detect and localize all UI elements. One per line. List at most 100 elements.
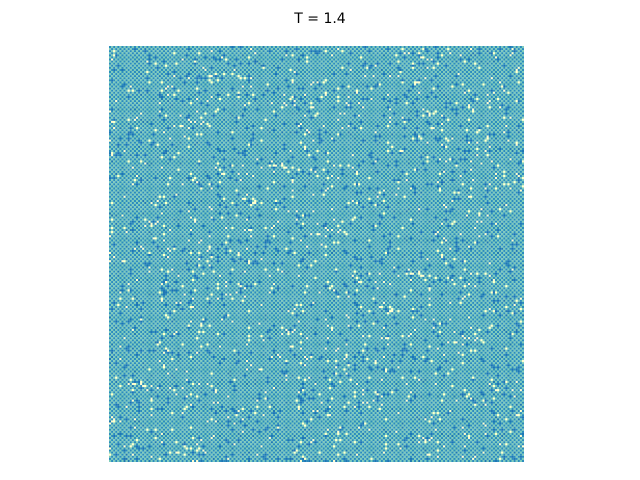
heatmap-cell bbox=[487, 73, 489, 75]
heatmap-cell bbox=[312, 63, 314, 65]
heatmap-cell bbox=[420, 81, 422, 83]
heatmap-cell bbox=[331, 79, 333, 81]
heatmap-cell bbox=[117, 77, 119, 79]
heatmap-cell bbox=[368, 86, 370, 88]
heatmap-cell bbox=[252, 79, 254, 81]
heatmap-cell bbox=[460, 65, 462, 67]
heatmap-cell bbox=[254, 69, 256, 71]
heatmap-cell bbox=[406, 54, 408, 56]
heatmap-cell bbox=[466, 65, 468, 67]
heatmap-cell bbox=[287, 61, 289, 63]
heatmap-cell bbox=[219, 90, 221, 92]
heatmap-cell bbox=[431, 86, 433, 88]
heatmap-cell bbox=[213, 69, 215, 71]
heatmap-cell bbox=[497, 48, 499, 50]
heatmap-cell bbox=[516, 81, 518, 83]
heatmap-cell bbox=[153, 90, 155, 92]
heatmap-cell bbox=[478, 56, 480, 58]
heatmap-cell bbox=[267, 69, 269, 71]
heatmap-cell bbox=[385, 86, 387, 88]
heatmap-cell bbox=[352, 75, 354, 77]
heatmap-cell bbox=[196, 63, 198, 65]
heatmap-cell bbox=[516, 50, 518, 52]
heatmap-cell bbox=[165, 90, 167, 92]
heatmap-cell bbox=[485, 73, 487, 75]
heatmap-cell bbox=[433, 58, 435, 60]
heatmap-cell bbox=[370, 71, 372, 73]
heatmap-cell bbox=[433, 69, 435, 71]
heatmap-cell bbox=[426, 46, 428, 48]
heatmap-cell bbox=[153, 86, 155, 88]
heatmap-cell bbox=[109, 77, 111, 79]
heatmap-cell bbox=[283, 73, 285, 75]
heatmap-cell bbox=[215, 81, 217, 83]
heatmap-cell bbox=[275, 90, 277, 92]
heatmap-cell bbox=[148, 92, 150, 94]
heatmap-cell bbox=[520, 58, 522, 60]
heatmap-cell bbox=[341, 86, 343, 88]
heatmap-cell bbox=[182, 61, 184, 63]
heatmap-cell bbox=[267, 63, 269, 65]
heatmap-cell bbox=[298, 81, 300, 83]
heatmap-cell bbox=[109, 63, 111, 65]
heatmap-cell bbox=[184, 61, 186, 63]
heatmap-cell bbox=[271, 79, 273, 81]
heatmap-cell bbox=[165, 69, 167, 71]
heatmap-cell bbox=[512, 61, 514, 63]
heatmap-cell bbox=[499, 81, 501, 83]
heatmap-cell bbox=[327, 71, 329, 73]
heatmap-cell bbox=[325, 46, 327, 48]
heatmap-cell bbox=[443, 81, 445, 83]
heatmap-cell bbox=[134, 86, 136, 88]
heatmap-cell bbox=[441, 52, 443, 54]
heatmap-cell bbox=[514, 79, 516, 81]
heatmap-cell bbox=[213, 77, 215, 79]
heatmap-cell bbox=[420, 48, 422, 50]
heatmap-cell bbox=[433, 88, 435, 90]
heatmap-cell bbox=[391, 48, 393, 50]
heatmap-cell bbox=[408, 48, 410, 50]
heatmap-cell bbox=[516, 65, 518, 67]
heatmap-cell bbox=[229, 92, 231, 94]
heatmap-cell bbox=[410, 46, 412, 48]
heatmap-cell bbox=[126, 88, 128, 90]
heatmap-cell bbox=[229, 69, 231, 71]
heatmap-cell bbox=[518, 61, 520, 63]
heatmap-cell bbox=[443, 69, 445, 71]
heatmap-cell bbox=[476, 67, 478, 69]
heatmap-cell bbox=[437, 79, 439, 81]
heatmap-cell bbox=[441, 48, 443, 50]
heatmap-cell bbox=[501, 52, 503, 54]
heatmap-cell bbox=[331, 63, 333, 65]
heatmap-cell bbox=[256, 90, 258, 92]
heatmap-cell bbox=[207, 86, 209, 88]
heatmap-cell bbox=[242, 90, 244, 92]
heatmap-cell bbox=[410, 88, 412, 90]
heatmap-cell bbox=[238, 52, 240, 54]
heatmap-cell bbox=[464, 48, 466, 50]
heatmap-cell bbox=[348, 83, 350, 85]
heatmap-cell bbox=[487, 46, 489, 48]
heatmap-cell bbox=[389, 81, 391, 83]
heatmap-cell bbox=[418, 67, 420, 69]
heatmap-cell bbox=[265, 77, 267, 79]
heatmap-cell bbox=[456, 58, 458, 60]
heatmap-cell bbox=[184, 65, 186, 67]
heatmap-cell bbox=[483, 54, 485, 56]
heatmap-cell bbox=[271, 69, 273, 71]
heatmap-cell bbox=[267, 92, 269, 94]
heatmap-cell bbox=[236, 83, 238, 85]
heatmap-cell bbox=[194, 61, 196, 63]
heatmap-cell bbox=[321, 65, 323, 67]
heatmap-cell bbox=[385, 69, 387, 71]
heatmap-cell bbox=[350, 58, 352, 60]
heatmap-cell bbox=[161, 61, 163, 63]
heatmap-cell bbox=[169, 75, 171, 77]
heatmap-cell bbox=[375, 52, 377, 54]
heatmap-cell bbox=[373, 90, 375, 92]
heatmap-cell bbox=[501, 86, 503, 88]
heatmap-cell bbox=[256, 63, 258, 65]
heatmap-cell bbox=[464, 71, 466, 73]
heatmap-cell bbox=[186, 48, 188, 50]
heatmap-cell bbox=[277, 69, 279, 71]
